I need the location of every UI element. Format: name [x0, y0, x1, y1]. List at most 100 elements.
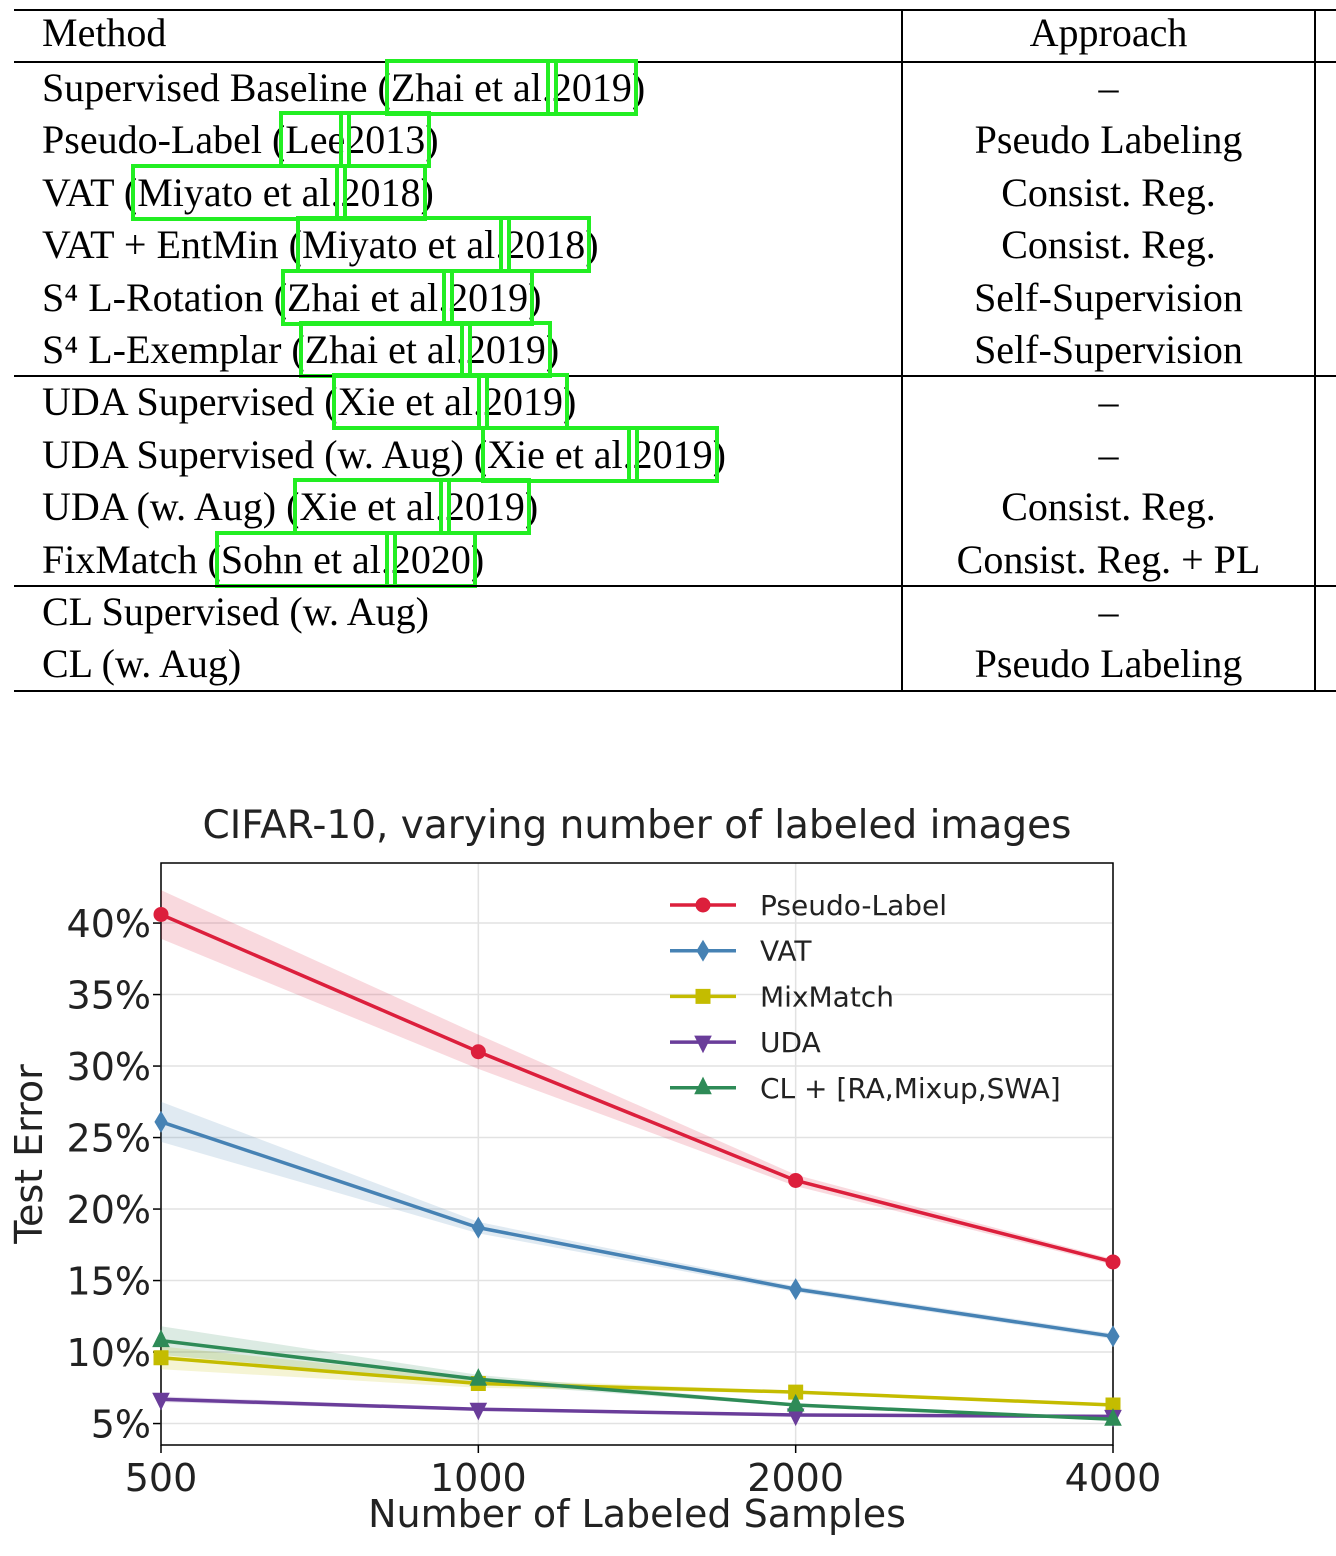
series-line [160, 1338, 1114, 1422]
method-cell: UDA (w. Aug) (Xie et al.2019) [42, 478, 538, 536]
rule [14, 9, 1336, 11]
method-cell: Supervised Baseline (Zhai et al.2019) [42, 59, 646, 116]
y-tick-label: 25% [67, 1117, 151, 1161]
header-cell: Method [42, 10, 167, 55]
citation-author: Sohn et al. [214, 530, 397, 588]
citation-author: Xie et al. [481, 425, 639, 483]
rule [14, 689, 1336, 692]
citation-author: Zhai et al. [298, 321, 472, 378]
citation-close: ) [545, 327, 560, 372]
data-point [1105, 1254, 1121, 1270]
legend-label: MixMatch [760, 980, 894, 1013]
citation-close: ) [425, 117, 439, 163]
legend-marker [694, 1076, 712, 1095]
citation-close: ) [420, 169, 434, 215]
data-point [153, 906, 169, 922]
citation-year: 2020 [384, 530, 477, 588]
y-tick-label: 20% [67, 1188, 151, 1232]
data-point [789, 1278, 803, 1301]
approach-cell: Self-Supervision [974, 274, 1243, 320]
approach-cell: – [1098, 589, 1119, 634]
citation-close: ) [528, 274, 542, 320]
y-tick-label: 5% [91, 1403, 151, 1447]
header-cell: Approach [1029, 10, 1188, 55]
x-axis-label: Number of Labeled Samples [368, 1492, 906, 1536]
rule [14, 375, 1336, 378]
y-tick-label: 15% [67, 1260, 151, 1304]
data-point [153, 1350, 169, 1366]
citation-year: 2013 [339, 111, 432, 169]
approach-cell: Consist. Reg. [1001, 484, 1216, 530]
citation-author: Miyato et al. [131, 163, 347, 221]
method: CL Supervised (w. Aug) [42, 589, 429, 634]
rule [14, 61, 1336, 63]
data-point [469, 1402, 488, 1421]
method-cell: S⁴ L-Rotation (Zhai et al.2019) [42, 268, 542, 326]
data-point [152, 1329, 170, 1348]
method-cell: FixMatch (Sohn et al.2020) [42, 530, 485, 588]
y-tick-label: 35% [67, 974, 151, 1018]
citation-close: ) [470, 536, 485, 582]
chart-title: CIFAR-10, varying number of labeled imag… [203, 803, 1072, 848]
approach-cell: Consist. Reg. + PL [956, 536, 1261, 582]
citation-year: 2019 [477, 373, 570, 431]
series-line [160, 1397, 1114, 1419]
data-point [788, 1384, 804, 1400]
citation-year: 2019 [545, 59, 638, 116]
method-cell: S⁴ L-Exemplar (Zhai et al.2019) [42, 321, 560, 378]
method-cell: UDA Supervised (w. Aug) (Xie et al.2019) [42, 425, 726, 483]
approach-cell: – [1098, 431, 1119, 477]
approach-cell: Consist. Reg. [1001, 222, 1216, 268]
citation-year: 2019 [442, 268, 535, 326]
citation-year: 2019 [438, 478, 531, 536]
data-point [470, 1044, 486, 1060]
series-line [160, 1120, 1114, 1339]
data-point [469, 1368, 488, 1386]
y-tick-label: 30% [67, 1045, 151, 1089]
citation-author: Lee [279, 111, 352, 169]
legend-marker [695, 897, 711, 913]
data-point [788, 1172, 804, 1188]
citation-author: Xie et al. [331, 373, 490, 431]
method: Supervised Baseline ( [42, 65, 391, 110]
citation-author: Zhai et al. [281, 268, 455, 326]
method-cell: UDA Supervised (Xie et al.2019) [42, 373, 576, 431]
citation-close: ) [712, 431, 726, 477]
approach-cell: Pseudo Labeling [974, 117, 1243, 163]
citation-year: 2018 [499, 216, 592, 274]
column-rule [901, 10, 903, 691]
x-tick-label: 1000 [430, 1456, 527, 1500]
legend-label: Pseudo-Label [760, 889, 947, 922]
citation-close: ) [585, 222, 599, 268]
method-cell: Pseudo-Label (Lee2013) [42, 111, 439, 169]
legend-label: VAT [760, 935, 812, 968]
method: VAT ( [42, 169, 138, 215]
method: UDA Supervised ( [42, 379, 338, 425]
method: UDA (w. Aug) ( [42, 484, 300, 530]
y-axis-label: Test Error [7, 1064, 51, 1245]
x-tick-label: 2000 [747, 1456, 844, 1500]
method-cell: VAT (Miyato et al.2018) [42, 163, 434, 221]
method-cell: CL Supervised (w. Aug) [42, 586, 429, 638]
citation-author: Zhai et al. [384, 59, 558, 116]
method: Pseudo-Label ( [42, 117, 286, 163]
approach-cell: – [1098, 65, 1119, 110]
data-point [1104, 1408, 1122, 1426]
method: UDA Supervised (w. Aug) ( [42, 431, 488, 477]
method: S⁴ L-Exemplar ( [42, 327, 305, 372]
citation-year: 2019 [626, 425, 719, 483]
method-cell: VAT + EntMin (Miyato et al.2018) [42, 216, 599, 274]
method: FixMatch ( [42, 536, 221, 582]
citation-author: Miyato et al. [295, 216, 512, 274]
legend-label: CL + [RA,Mixup,SWA] [760, 1072, 1061, 1105]
citation-close: ) [631, 65, 646, 110]
method-cell: CL (w. Aug) [42, 638, 241, 690]
x-tick-label: 4000 [1065, 1456, 1162, 1500]
column-rule [1314, 10, 1316, 691]
approach-cell: Pseudo Labeling [974, 641, 1243, 687]
legend-marker [695, 988, 711, 1004]
approach-cell: Consist. Reg. [1001, 169, 1216, 215]
approach-cell: Self-Supervision [974, 327, 1243, 372]
legend-marker [694, 1035, 712, 1054]
